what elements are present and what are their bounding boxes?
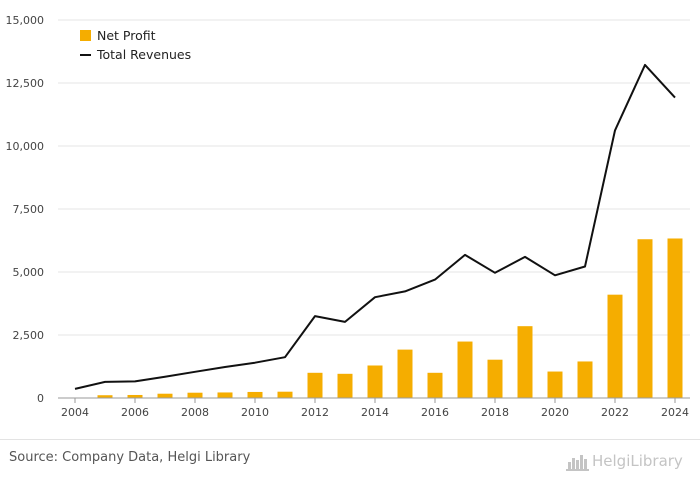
x-axis-ticks: 2004 2006 2008 2010 2012 2014 2016 2018 2020 2022… [61,398,689,419]
total-revenues-line [74,63,676,390]
net-profit-bar [307,372,323,398]
net-profit-bar [457,341,473,398]
legend-label-total-revenues: Total Revenues [96,47,191,62]
net-profit-bar [427,372,443,398]
source-note: Source: Company Data, Helgi Library [9,450,251,465]
gridlines [58,19,690,336]
net-profit-bar [187,392,203,398]
legend-swatch-net-profit [80,30,91,41]
y-tick-label: 5,000 [13,266,45,279]
net-profit-bar [337,373,353,398]
svg-text:HelgiLibrary: HelgiLibrary [592,452,683,470]
net-profit-bar [547,371,563,398]
net-profit-bars [97,238,683,398]
net-profit-bar [487,359,503,398]
net-profit-bar [367,365,383,398]
y-tick-label: 15,000 [6,14,45,27]
x-tick-label: 2018 [481,406,509,419]
net-profit-bar [397,349,413,398]
net-profit-bar [637,239,653,398]
net-profit-bar [127,394,143,398]
y-tick-label: 7,500 [13,203,45,216]
net-profit-bar [97,395,113,398]
net-profit-bar [277,391,293,398]
x-tick-label: 2004 [61,406,89,419]
y-tick-label: 2,500 [13,329,45,342]
x-tick-label: 2008 [181,406,209,419]
net-profit-bar [217,392,233,398]
x-tick-label: 2012 [301,406,329,419]
y-axis-ticks: 0 2,500 5,000 7,500 10,000 12,500 15,000 [6,14,45,405]
x-tick-label: 2010 [241,406,269,419]
helgi-library-logo: HelgiLibrary [566,452,683,471]
x-tick-label: 2022 [601,406,629,419]
x-tick-label: 2024 [661,406,689,419]
x-tick-label: 2020 [541,406,569,419]
net-profit-bar [607,294,623,398]
net-profit-bar [157,393,173,398]
y-tick-label: 10,000 [6,140,45,153]
net-profit-bar [517,326,533,398]
net-profit-bar [247,391,263,398]
y-tick-label: 0 [37,392,44,405]
y-tick-label: 12,500 [6,77,45,90]
net-profit-bar [577,361,593,398]
legend: Net Profit Total Revenues [80,28,191,62]
x-tick-label: 2016 [421,406,449,419]
footer-divider [0,439,700,440]
x-tick-label: 2006 [121,406,149,419]
legend-label-net-profit: Net Profit [97,28,156,43]
x-tick-label: 2014 [361,406,389,419]
net-profit-bar [667,238,683,398]
